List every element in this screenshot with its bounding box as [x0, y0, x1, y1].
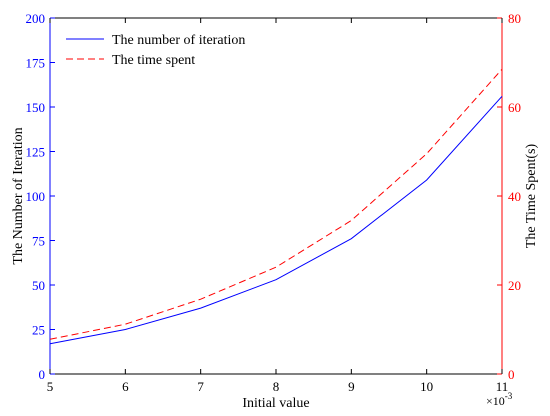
x-tick-label: 11	[496, 379, 509, 394]
right-tick-label: 60	[508, 100, 521, 115]
right-tick-label: 40	[508, 189, 521, 204]
x-tick-label: 5	[47, 379, 54, 394]
x-exponent-power: -3	[505, 391, 513, 401]
right-axis-ticks: 0 20 40 60 80	[497, 11, 521, 382]
right-tick-label: 20	[508, 278, 521, 293]
x-tick-label: 8	[273, 379, 280, 394]
legend: The number of iteration The time spent	[66, 33, 245, 68]
right-tick-label: 80	[508, 11, 521, 26]
left-tick-label: 150	[26, 100, 46, 115]
x-tick-label: 9	[348, 379, 355, 394]
series-line-iteration	[49, 95, 503, 345]
left-tick-label: 125	[26, 145, 46, 160]
legend-label-iteration: The number of iteration	[112, 33, 245, 48]
left-tick-label: 100	[26, 189, 46, 204]
left-tick-label: 25	[32, 323, 45, 338]
left-tick-label: 175	[26, 56, 46, 71]
series-lines	[49, 68, 503, 345]
x-exponent-label: ×10-3	[486, 391, 513, 408]
left-axis-ticks: 0 25 50 75 100 125 150 175 200	[26, 11, 55, 382]
left-axis-title: The Number of Iteration	[11, 127, 26, 264]
right-axis-title: The Time Spent(s)	[524, 144, 539, 249]
legend-label-time: The time spent	[112, 53, 195, 68]
x-tick-label: 7	[197, 379, 204, 394]
right-tick-label: 0	[508, 367, 515, 382]
x-tick-label: 10	[420, 379, 433, 394]
left-tick-label: 200	[26, 11, 46, 26]
x-tick-label: 6	[122, 379, 129, 394]
x-exponent-base: ×10	[486, 394, 505, 408]
left-tick-label: 75	[32, 234, 45, 249]
left-tick-label: 0	[39, 367, 46, 382]
left-tick-label: 50	[32, 278, 45, 293]
x-axis-ticks: 5 6 7 8 9 10 11	[47, 18, 509, 394]
x-axis-title: Initial value	[242, 396, 309, 411]
